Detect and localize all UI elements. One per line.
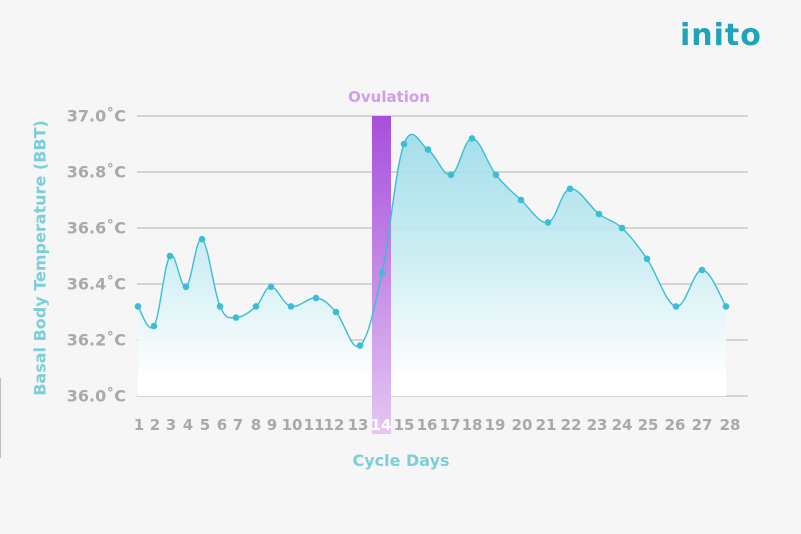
data-point xyxy=(150,322,158,330)
y-tick-label: 36.4˚C xyxy=(66,274,126,294)
y-tick-label: 36.0˚C xyxy=(66,386,126,406)
x-tick-label: 18 xyxy=(461,416,483,434)
bbt-area-fill xyxy=(138,134,726,396)
x-tick-label: 14 xyxy=(370,416,392,434)
x-tick-label: 28 xyxy=(719,416,741,434)
data-point xyxy=(424,146,432,153)
x-tick-label: 27 xyxy=(691,416,713,434)
x-tick-label: 4 xyxy=(182,416,194,434)
x-tick-label: 23 xyxy=(586,416,608,434)
data-point xyxy=(216,303,224,310)
x-tick-label: 16 xyxy=(416,416,438,434)
data-point xyxy=(492,171,500,179)
bbt-points xyxy=(134,135,730,349)
data-point xyxy=(378,269,386,277)
data-point xyxy=(447,171,455,179)
inito-logo: inito xyxy=(680,18,762,53)
data-point xyxy=(698,266,706,274)
x-tick-label: 19 xyxy=(484,416,506,434)
edge-divider xyxy=(0,378,1,458)
x-tick-label: 6 xyxy=(216,416,228,434)
data-point xyxy=(722,303,730,310)
x-tick-label: 17 xyxy=(439,416,461,434)
x-tick-label: 3 xyxy=(165,416,177,434)
data-point xyxy=(468,135,476,142)
x-tick-label: 9 xyxy=(266,416,278,434)
ovulation-label: Ovulation xyxy=(348,88,430,106)
data-point xyxy=(198,235,206,243)
data-point xyxy=(182,283,190,291)
x-tick-label: 15 xyxy=(393,416,415,434)
data-point xyxy=(267,283,275,291)
data-point xyxy=(134,303,142,310)
x-tick-label: 12 xyxy=(323,416,345,434)
x-tick-label: 26 xyxy=(664,416,686,434)
data-point xyxy=(643,255,651,263)
x-tick-label: 20 xyxy=(511,416,533,434)
data-point xyxy=(544,219,552,226)
data-point xyxy=(618,224,626,232)
x-tick-label: 25 xyxy=(637,416,659,434)
x-tick-label: 11 xyxy=(303,416,325,434)
data-point xyxy=(232,314,240,321)
x-tick-label: 10 xyxy=(281,416,303,434)
x-tick-label: 21 xyxy=(535,416,557,434)
x-tick-label: 8 xyxy=(250,416,262,434)
y-tick-label: 36.6˚C xyxy=(66,218,126,238)
x-tick-label: 2 xyxy=(149,416,161,434)
data-point xyxy=(312,294,320,302)
data-point xyxy=(517,196,525,204)
x-tick-label: 13 xyxy=(347,416,369,434)
x-tick-label: 7 xyxy=(232,416,244,434)
data-point xyxy=(672,303,680,310)
data-point xyxy=(287,303,295,310)
x-tick-label: 24 xyxy=(611,416,633,434)
x-axis-title: Cycle Days xyxy=(352,451,450,470)
data-point xyxy=(332,308,340,316)
y-tick-label: 37.0˚C xyxy=(66,106,126,126)
data-point xyxy=(595,210,603,218)
data-point xyxy=(400,140,408,148)
data-point xyxy=(356,342,364,349)
bbt-line xyxy=(137,133,727,348)
y-tick-label: 36.8˚C xyxy=(66,162,126,182)
x-tick-label: 5 xyxy=(199,416,211,434)
data-point xyxy=(166,252,174,260)
data-point xyxy=(566,185,574,193)
y-tick-label: 36.2˚C xyxy=(66,330,126,350)
x-tick-label: 1 xyxy=(133,416,145,434)
x-tick-label: 22 xyxy=(560,416,582,434)
data-point xyxy=(252,303,260,310)
y-axis-title: Basal Body Temperature (BBT) xyxy=(30,120,50,396)
